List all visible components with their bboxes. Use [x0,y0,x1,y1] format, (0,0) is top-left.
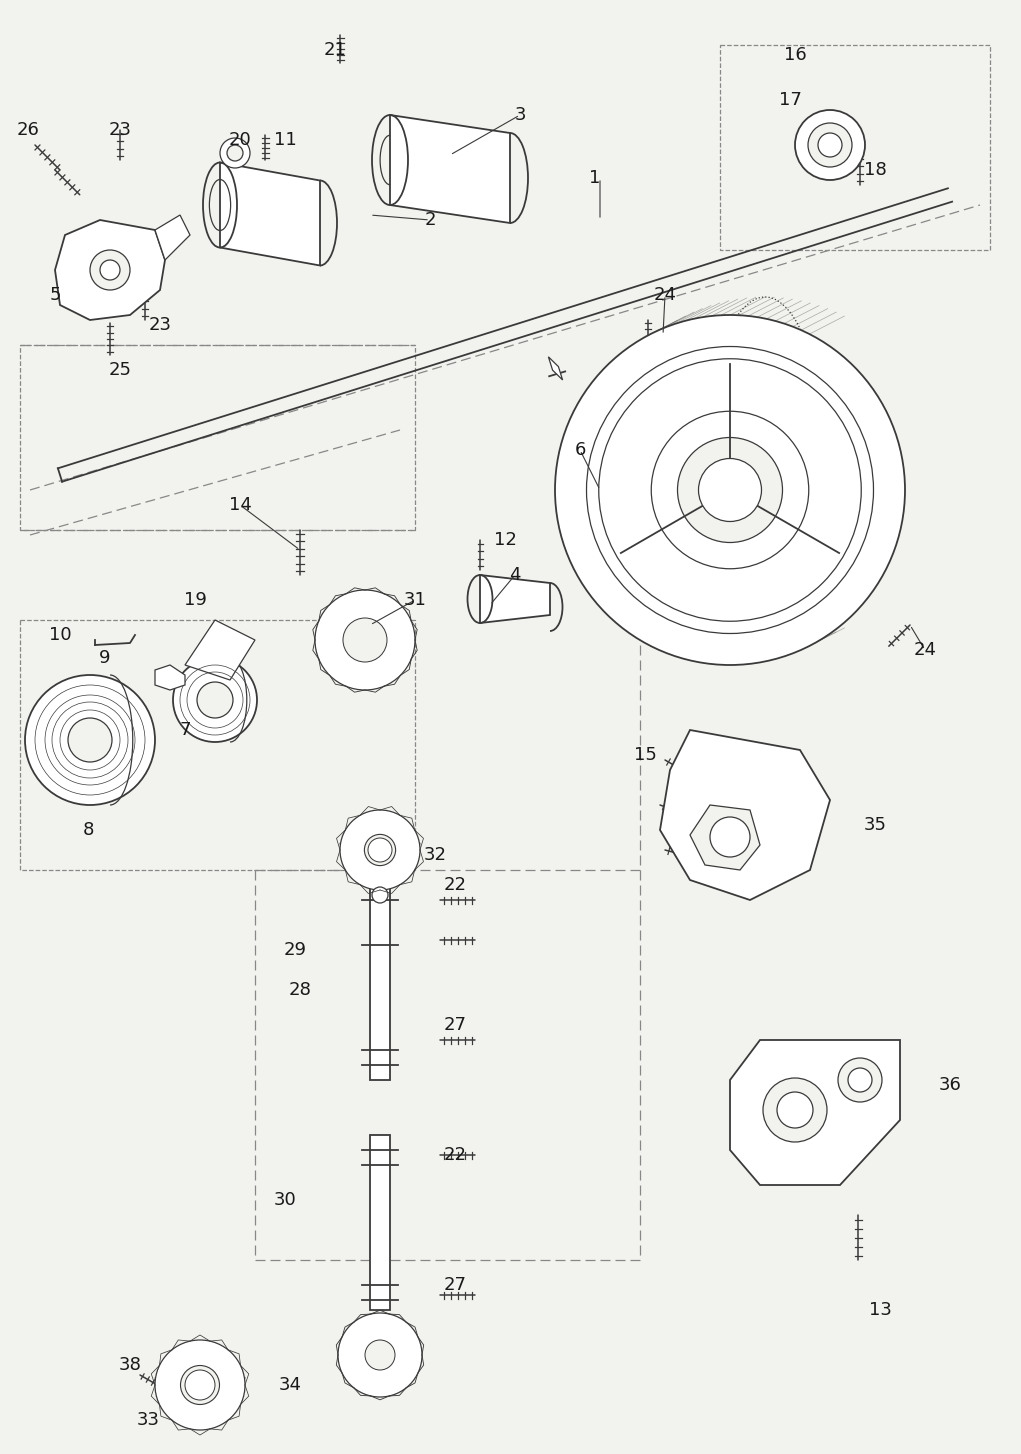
Text: 21: 21 [324,41,346,60]
Text: 38: 38 [118,1357,142,1374]
Circle shape [220,138,250,169]
Text: 14: 14 [229,496,251,515]
Polygon shape [155,664,185,691]
Text: 23: 23 [108,121,132,140]
Circle shape [90,250,130,289]
Text: 6: 6 [574,441,586,459]
Circle shape [338,1313,422,1397]
Text: 13: 13 [869,1301,891,1319]
Circle shape [227,145,243,161]
Polygon shape [370,885,390,1080]
Text: 23: 23 [148,316,172,334]
Text: 25: 25 [108,361,132,379]
Circle shape [710,817,750,856]
Circle shape [368,838,392,862]
Text: 12: 12 [493,531,517,550]
Circle shape [315,590,415,691]
Text: 3: 3 [515,106,526,124]
Polygon shape [185,619,255,680]
Text: 34: 34 [279,1375,301,1394]
Circle shape [25,675,155,806]
Polygon shape [155,215,190,260]
Circle shape [181,1365,220,1405]
Circle shape [68,718,112,762]
Polygon shape [390,115,510,222]
Text: 8: 8 [83,822,94,839]
Circle shape [698,458,762,522]
Circle shape [838,1059,882,1102]
Circle shape [777,1092,813,1128]
Text: 11: 11 [274,131,296,148]
Text: 1: 1 [589,169,600,188]
Text: 24: 24 [914,641,936,659]
Text: 7: 7 [180,721,191,739]
Polygon shape [55,220,165,320]
Polygon shape [690,806,760,869]
Circle shape [343,618,387,662]
Circle shape [678,438,782,542]
Circle shape [818,132,842,157]
Polygon shape [730,1040,900,1185]
Circle shape [763,1077,827,1141]
Text: 30: 30 [274,1191,296,1208]
Circle shape [848,1069,872,1092]
Text: 29: 29 [284,941,306,960]
Polygon shape [220,163,320,266]
Circle shape [185,1370,215,1400]
Circle shape [364,835,395,865]
Polygon shape [660,730,830,900]
Text: 32: 32 [424,846,446,864]
Text: 10: 10 [49,627,71,644]
Text: 19: 19 [184,590,206,609]
Circle shape [795,111,865,180]
Circle shape [364,1341,395,1370]
Text: 26: 26 [16,121,40,140]
Polygon shape [370,1136,390,1310]
Circle shape [555,316,905,664]
Text: 4: 4 [509,566,521,585]
Polygon shape [548,356,563,379]
Text: 22: 22 [443,875,467,894]
Circle shape [651,411,809,569]
Circle shape [100,260,120,281]
Text: 17: 17 [779,92,801,109]
Circle shape [155,1341,245,1429]
Polygon shape [480,574,550,622]
Circle shape [340,810,420,890]
Circle shape [372,887,388,903]
Text: 22: 22 [443,1146,467,1165]
Text: 9: 9 [99,648,110,667]
Text: 27: 27 [443,1016,467,1034]
Text: 28: 28 [289,981,311,999]
Text: 35: 35 [864,816,886,835]
Text: 36: 36 [938,1076,962,1093]
Text: 33: 33 [137,1410,159,1429]
Text: 15: 15 [634,746,657,763]
Text: 18: 18 [864,161,886,179]
Circle shape [173,659,257,742]
Text: 2: 2 [425,211,436,228]
Text: 24: 24 [653,286,677,304]
Circle shape [808,124,852,167]
Text: 27: 27 [443,1277,467,1294]
Text: 16: 16 [784,47,807,64]
Text: 31: 31 [403,590,427,609]
Text: 20: 20 [229,131,251,148]
Circle shape [197,682,233,718]
Text: 5: 5 [49,286,61,304]
